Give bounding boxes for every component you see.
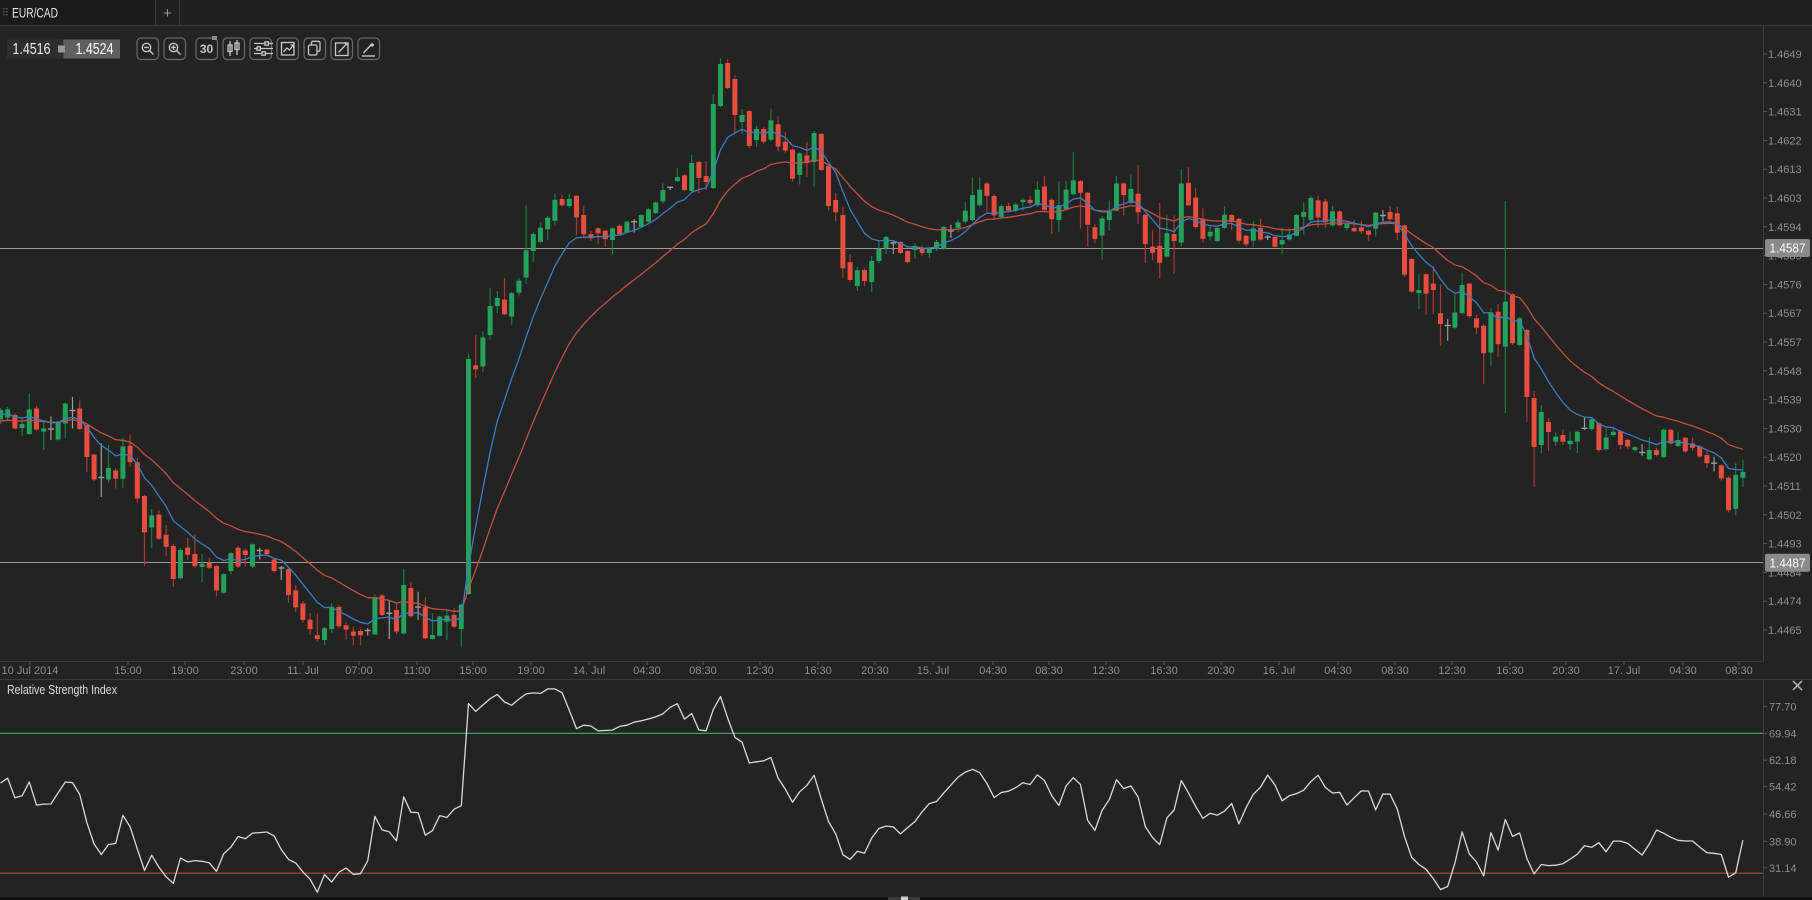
svg-text:1.4640: 1.4640 xyxy=(1768,78,1802,90)
svg-text:EUR/CAD: EUR/CAD xyxy=(12,6,58,21)
svg-text:04:30: 04:30 xyxy=(979,665,1007,677)
svg-text:1.4594: 1.4594 xyxy=(1768,222,1802,234)
svg-text:20:30: 20:30 xyxy=(1552,665,1580,677)
svg-text:08:30: 08:30 xyxy=(1035,665,1063,677)
svg-text:19:00: 19:00 xyxy=(171,665,199,677)
svg-text:1.4516: 1.4516 xyxy=(13,41,51,58)
svg-text:1.4524: 1.4524 xyxy=(76,41,114,58)
svg-text:1.4465: 1.4465 xyxy=(1768,625,1802,637)
svg-text:1.4539: 1.4539 xyxy=(1768,395,1802,407)
svg-text:23:00: 23:00 xyxy=(230,665,258,677)
svg-text:12:30: 12:30 xyxy=(746,665,774,677)
svg-text:62.18: 62.18 xyxy=(1769,755,1797,767)
svg-text:1.4587: 1.4587 xyxy=(1770,241,1806,256)
svg-text:20:30: 20:30 xyxy=(1207,665,1235,677)
svg-text:1.4502: 1.4502 xyxy=(1768,510,1802,522)
svg-text:1.4557: 1.4557 xyxy=(1768,337,1802,349)
svg-text:1.4631: 1.4631 xyxy=(1768,107,1802,119)
svg-text:1.4576: 1.4576 xyxy=(1768,279,1802,291)
svg-text:16:30: 16:30 xyxy=(1496,665,1524,677)
svg-text:16:30: 16:30 xyxy=(804,665,832,677)
svg-text:10 Jul 2014: 10 Jul 2014 xyxy=(2,665,59,677)
svg-text:1.4548: 1.4548 xyxy=(1768,366,1802,378)
svg-text:04:30: 04:30 xyxy=(633,665,661,677)
svg-text:1.4530: 1.4530 xyxy=(1768,423,1802,435)
svg-text:1.4474: 1.4474 xyxy=(1768,596,1802,608)
svg-text:1.4511: 1.4511 xyxy=(1768,481,1801,493)
svg-text:15:00: 15:00 xyxy=(114,665,142,677)
svg-text:31.14: 31.14 xyxy=(1769,863,1797,875)
svg-text:19:00: 19:00 xyxy=(517,665,545,677)
svg-text:54.42: 54.42 xyxy=(1769,781,1797,793)
svg-text:1.4487: 1.4487 xyxy=(1770,555,1806,570)
svg-text:16. Jul: 16. Jul xyxy=(1263,665,1295,677)
svg-text:+: + xyxy=(163,5,172,22)
svg-text:Relative Strength Index: Relative Strength Index xyxy=(7,683,118,697)
svg-text:1.4520: 1.4520 xyxy=(1768,452,1802,464)
svg-text:30: 30 xyxy=(200,42,214,56)
svg-text:1.4567: 1.4567 xyxy=(1768,308,1802,320)
svg-text:77.70: 77.70 xyxy=(1769,701,1797,713)
svg-text:08:30: 08:30 xyxy=(1381,665,1409,677)
svg-text:07:00: 07:00 xyxy=(345,665,373,677)
svg-text:12:30: 12:30 xyxy=(1438,665,1466,677)
svg-text:17. Jul: 17. Jul xyxy=(1608,665,1640,677)
svg-text:15. Jul: 15. Jul xyxy=(917,665,949,677)
svg-text:14. Jul: 14. Jul xyxy=(573,665,605,677)
svg-text:04:30: 04:30 xyxy=(1669,665,1697,677)
svg-text:11:00: 11:00 xyxy=(404,665,431,677)
svg-text:1.4493: 1.4493 xyxy=(1768,539,1802,551)
svg-text:15:00: 15:00 xyxy=(459,665,487,677)
svg-text:12:30: 12:30 xyxy=(1092,665,1120,677)
svg-text:1.4603: 1.4603 xyxy=(1768,193,1802,205)
svg-text:1.4613: 1.4613 xyxy=(1768,164,1802,176)
svg-text:1.4649: 1.4649 xyxy=(1768,49,1802,61)
svg-text:46.66: 46.66 xyxy=(1769,809,1797,821)
svg-text:08:30: 08:30 xyxy=(1725,665,1753,677)
svg-text:1.4622: 1.4622 xyxy=(1768,135,1802,147)
svg-text:20:30: 20:30 xyxy=(861,665,889,677)
svg-text:08:30: 08:30 xyxy=(689,665,717,677)
svg-text:04:30: 04:30 xyxy=(1324,665,1352,677)
svg-text:16:30: 16:30 xyxy=(1150,665,1178,677)
svg-text:38.90: 38.90 xyxy=(1769,836,1797,848)
svg-text:69.94: 69.94 xyxy=(1769,728,1797,740)
svg-text:11. Jul: 11. Jul xyxy=(287,665,319,677)
